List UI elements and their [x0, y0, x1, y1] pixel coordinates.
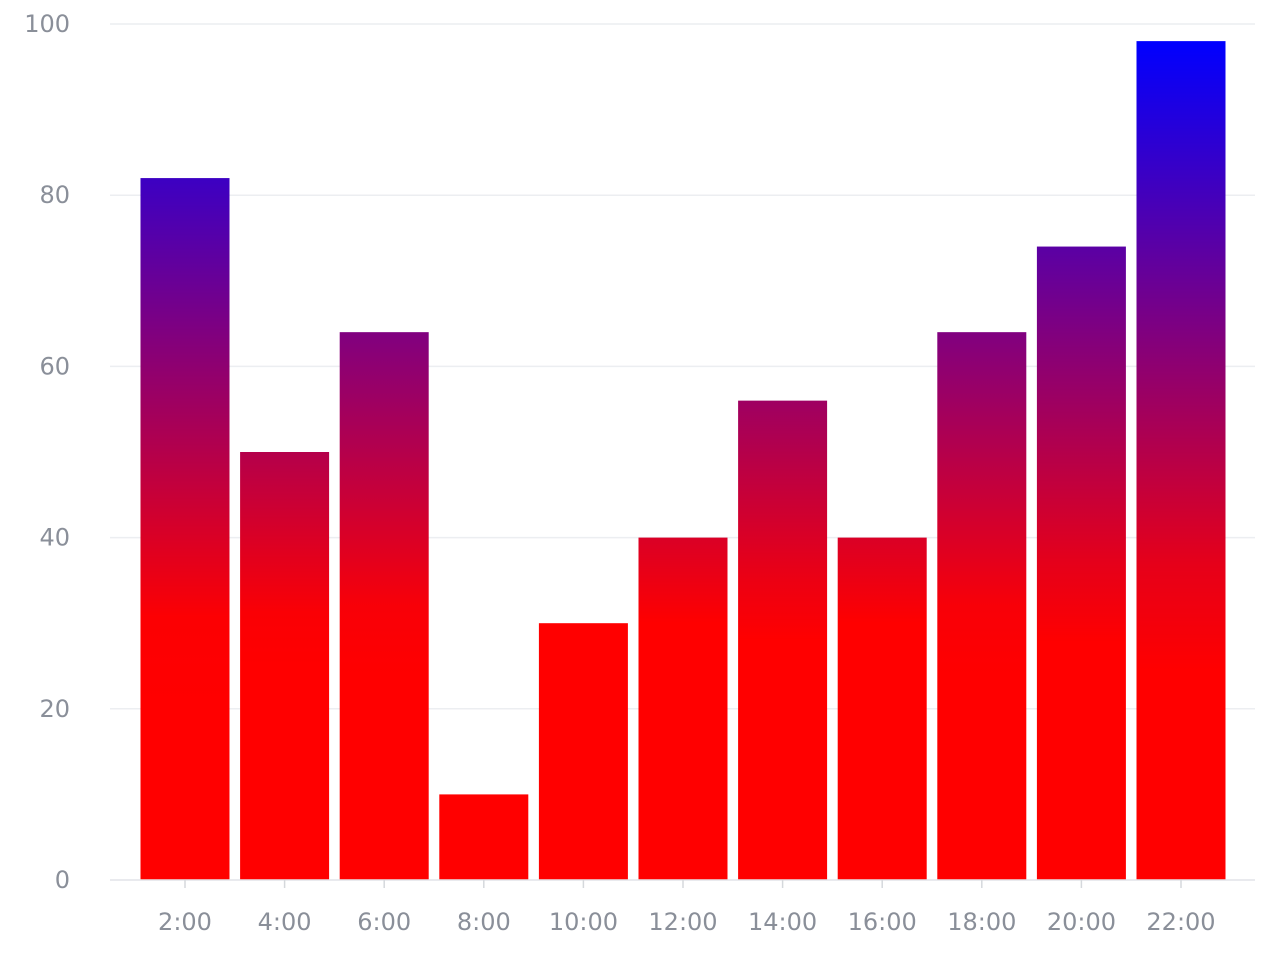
bar-10:00	[538, 623, 628, 880]
x-tick-label: 4:00	[258, 908, 312, 936]
bar-4:00	[240, 452, 330, 880]
bar-6:00	[339, 332, 429, 880]
y-tick-label: 40	[39, 524, 70, 552]
bar-14:00	[738, 400, 828, 880]
y-tick-label: 80	[39, 181, 70, 209]
x-tick-label: 20:00	[1047, 908, 1116, 936]
bar-18:00	[937, 332, 1027, 880]
y-tick-label: 20	[39, 695, 70, 723]
bar-16:00	[837, 537, 927, 880]
y-axis: 0 20 40 60 80 100	[24, 10, 70, 894]
x-tick-label: 6:00	[357, 908, 411, 936]
bar-12:00	[638, 537, 728, 880]
y-tick-label: 60	[39, 352, 70, 380]
bar-20:00	[1036, 246, 1126, 880]
bars	[140, 41, 1226, 881]
x-tick-label: 12:00	[648, 908, 717, 936]
y-tick-label: 100	[24, 10, 70, 38]
y-tick-label: 0	[55, 866, 70, 894]
x-tick-label: 22:00	[1146, 908, 1215, 936]
bar-22:00	[1136, 41, 1226, 881]
bar-8:00	[439, 794, 529, 880]
x-tick-label: 10:00	[549, 908, 618, 936]
x-tick-label: 2:00	[158, 908, 212, 936]
x-tick-label: 18:00	[947, 908, 1016, 936]
x-axis: 2:00 4:00 6:00 8:00 10:00 12:00 14:00 16:00 18:0…	[110, 879, 1255, 936]
bar-2:00	[140, 178, 230, 880]
x-tick-label: 14:00	[748, 908, 817, 936]
x-tick-label: 16:00	[848, 908, 917, 936]
x-tick-label: 8:00	[457, 908, 511, 936]
